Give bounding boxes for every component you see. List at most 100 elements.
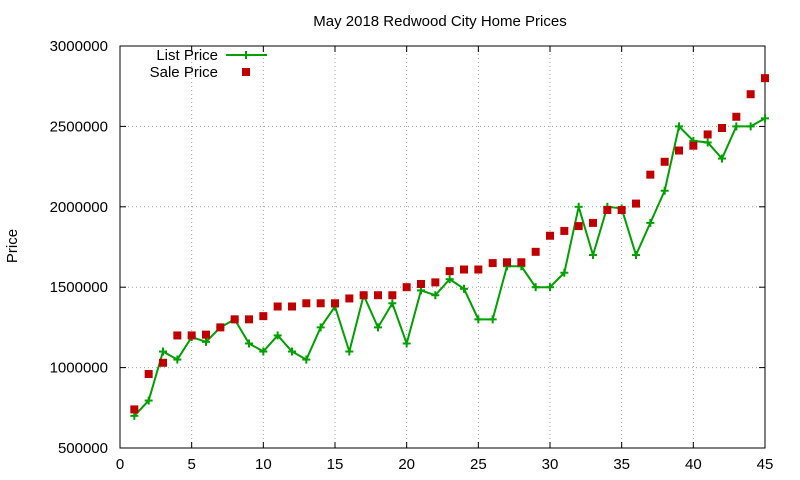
sale-price-point — [732, 112, 741, 121]
sale-price-point — [431, 278, 440, 287]
sale-price-point — [675, 146, 683, 155]
sale-price-point — [316, 299, 325, 308]
sale-price-point — [746, 90, 755, 99]
list-price-point — [632, 251, 640, 260]
list-price-point — [159, 347, 167, 356]
y-tick-label: 2000000 — [50, 199, 108, 216]
sale-price-point — [202, 330, 210, 339]
sale-price-point — [646, 170, 655, 179]
sale-price-point — [718, 124, 726, 133]
legend-marker — [242, 68, 250, 76]
x-tick-label: 25 — [470, 456, 487, 473]
sale-price-point — [488, 259, 497, 268]
grid-lines — [120, 46, 765, 448]
plot-area — [130, 74, 769, 420]
sale-price-point — [374, 291, 382, 300]
sale-price-point — [560, 226, 569, 235]
y-tick-label: 1500000 — [50, 279, 108, 296]
list-price-point — [488, 315, 497, 324]
list-price-point — [646, 218, 655, 227]
list-price-point — [460, 284, 468, 293]
x-tick-label: 5 — [187, 456, 195, 473]
sale-price-point — [546, 231, 554, 240]
legend-marker — [242, 51, 250, 59]
list-price-point — [259, 347, 268, 356]
x-tick-label: 10 — [255, 456, 272, 473]
list-price-point — [273, 331, 282, 340]
sale-price-point — [173, 331, 182, 340]
y-tick-label: 500000 — [58, 440, 108, 457]
sale-price-point — [474, 265, 483, 274]
sale-price-point — [603, 206, 612, 215]
y-tick-label: 3000000 — [50, 38, 108, 55]
list-price-point — [445, 275, 454, 284]
sale-price-point — [445, 267, 454, 276]
plot-border — [119, 45, 766, 449]
sale-price-point — [331, 299, 339, 308]
chart-title: May 2018 Redwood City Home Prices — [313, 13, 566, 30]
list-price-point — [402, 339, 411, 348]
sale-price-point — [503, 258, 511, 267]
x-tick-label: 45 — [757, 456, 774, 473]
x-tick-label: 0 — [116, 456, 124, 473]
list-price-point — [718, 154, 726, 163]
y-axis-label: Price — [4, 229, 21, 263]
sale-price-point — [402, 283, 411, 292]
list-price-line — [133, 117, 766, 417]
list-price-point — [431, 291, 440, 300]
sale-price-point — [531, 247, 540, 256]
list-price-point — [660, 186, 669, 195]
sale-price-point — [417, 279, 425, 288]
x-tick-label: 15 — [327, 456, 344, 473]
list-price-point — [173, 355, 182, 364]
list-price-point — [202, 337, 210, 346]
list-price-point — [374, 323, 382, 332]
sale-price-point — [259, 312, 268, 321]
list-price-point — [546, 283, 554, 292]
sale-price-point — [660, 157, 669, 166]
list-price-point — [732, 122, 741, 131]
sale-price-point — [460, 265, 468, 274]
sale-price-point — [632, 199, 640, 208]
y-tick-label: 1000000 — [50, 360, 108, 377]
sale-price-point — [245, 315, 253, 324]
sale-price-point — [216, 323, 225, 332]
tick-labels: 0 5 10 15 20 25 30 35 40 45 500000 1000000 1500000 20… — [50, 38, 774, 473]
list-price-point — [703, 138, 712, 147]
sale-price-point — [689, 141, 698, 150]
sale-price-point — [187, 331, 196, 340]
sale-price-point — [159, 358, 167, 367]
axes — [119, 45, 766, 449]
list-price-point — [144, 396, 153, 405]
list-price-point — [388, 299, 397, 308]
x-tick-label: 30 — [542, 456, 559, 473]
list-price-point — [589, 251, 597, 260]
y-tick-label: 2500000 — [50, 118, 108, 135]
x-tick-label: 40 — [685, 456, 702, 473]
list-price-point — [474, 315, 483, 324]
sale-price-point — [617, 206, 626, 215]
x-tick-label: 35 — [613, 456, 630, 473]
sale-price-point — [288, 302, 296, 311]
sale-price-point — [589, 218, 597, 227]
list-price-point — [302, 355, 311, 364]
legend-label: Sale Price — [150, 64, 218, 81]
sale-price-point — [517, 258, 526, 267]
list-price-point — [560, 268, 569, 277]
list-price-point — [531, 283, 540, 292]
sale-price-point — [359, 291, 368, 300]
sale-price-point — [761, 74, 769, 83]
list-price-point — [675, 122, 683, 131]
list-price-point — [316, 323, 325, 332]
sale-price-point — [703, 130, 712, 139]
list-price-point — [345, 347, 354, 356]
list-price-point — [245, 339, 253, 348]
legend-label: List Price — [156, 47, 218, 64]
list-price-point — [746, 122, 755, 131]
sale-price-point — [230, 315, 239, 324]
sale-price-point — [302, 299, 311, 308]
list-price-point — [761, 114, 769, 123]
sale-price-point — [130, 405, 139, 414]
sale-price-point — [273, 302, 282, 311]
